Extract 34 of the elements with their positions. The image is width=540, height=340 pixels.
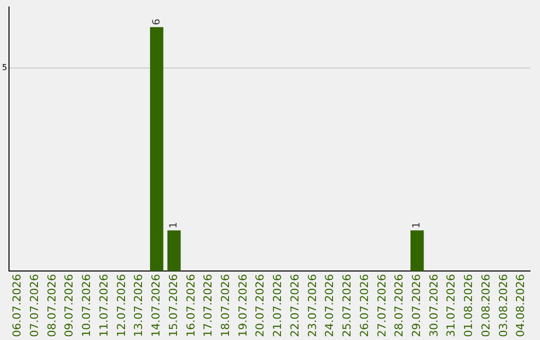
x-tick-label: 03.08.2026	[496, 274, 510, 338]
x-tick-label: 02.08.2026	[479, 274, 492, 338]
x-tick-label: 29.07.2026	[410, 274, 423, 338]
x-tick-label: 17.07.2026	[202, 274, 215, 338]
x-tick-label: 10.07.2026	[80, 274, 94, 338]
x-tick-label: 28.07.2026	[392, 274, 406, 338]
x-tick-label: 18.07.2026	[218, 274, 232, 338]
x-tick-label: 22.07.2026	[288, 274, 302, 338]
y-tick-label: 5	[2, 62, 8, 72]
x-tick-label: 07.07.2026	[28, 274, 41, 338]
x-tick-label: 09.07.2026	[62, 274, 76, 338]
x-tick-label: 12.07.2026	[114, 274, 128, 338]
x-tick-label: 11.07.2026	[97, 274, 110, 338]
x-tick-label: 25.07.2026	[340, 274, 354, 338]
x-tick-label: 13.07.2026	[132, 274, 146, 338]
x-tick-label: 21.07.2026	[271, 274, 284, 338]
x-tick-label: 30.07.2026	[427, 274, 440, 338]
x-tick-label: 20.07.2026	[254, 274, 267, 338]
data-label: 1	[412, 222, 423, 228]
x-tick-label: 04.08.2026	[514, 274, 528, 338]
data-label: 6	[151, 18, 162, 26]
x-tick-label: 14.07.2026	[150, 274, 163, 338]
x-tick-label: 26.07.2026	[358, 274, 371, 338]
x-tick-label: 23.07.2026	[306, 274, 319, 338]
data-label: 1	[168, 222, 180, 228]
x-tick-label: 27.07.2026	[375, 274, 388, 338]
x-tick-label: 19.07.2026	[236, 274, 250, 338]
x-tick-label: 08.07.2026	[45, 274, 58, 338]
x-tick-label: 06.07.2026	[10, 274, 24, 338]
x-tick-label: 31.07.2026	[444, 274, 458, 338]
x-tick-label: 15.07.2026	[166, 274, 180, 338]
x-tick-label: 24.07.2026	[323, 274, 336, 338]
x-tick-label: 01.08.2026	[462, 274, 476, 338]
x-tick-label: 16.07.2026	[184, 274, 198, 338]
